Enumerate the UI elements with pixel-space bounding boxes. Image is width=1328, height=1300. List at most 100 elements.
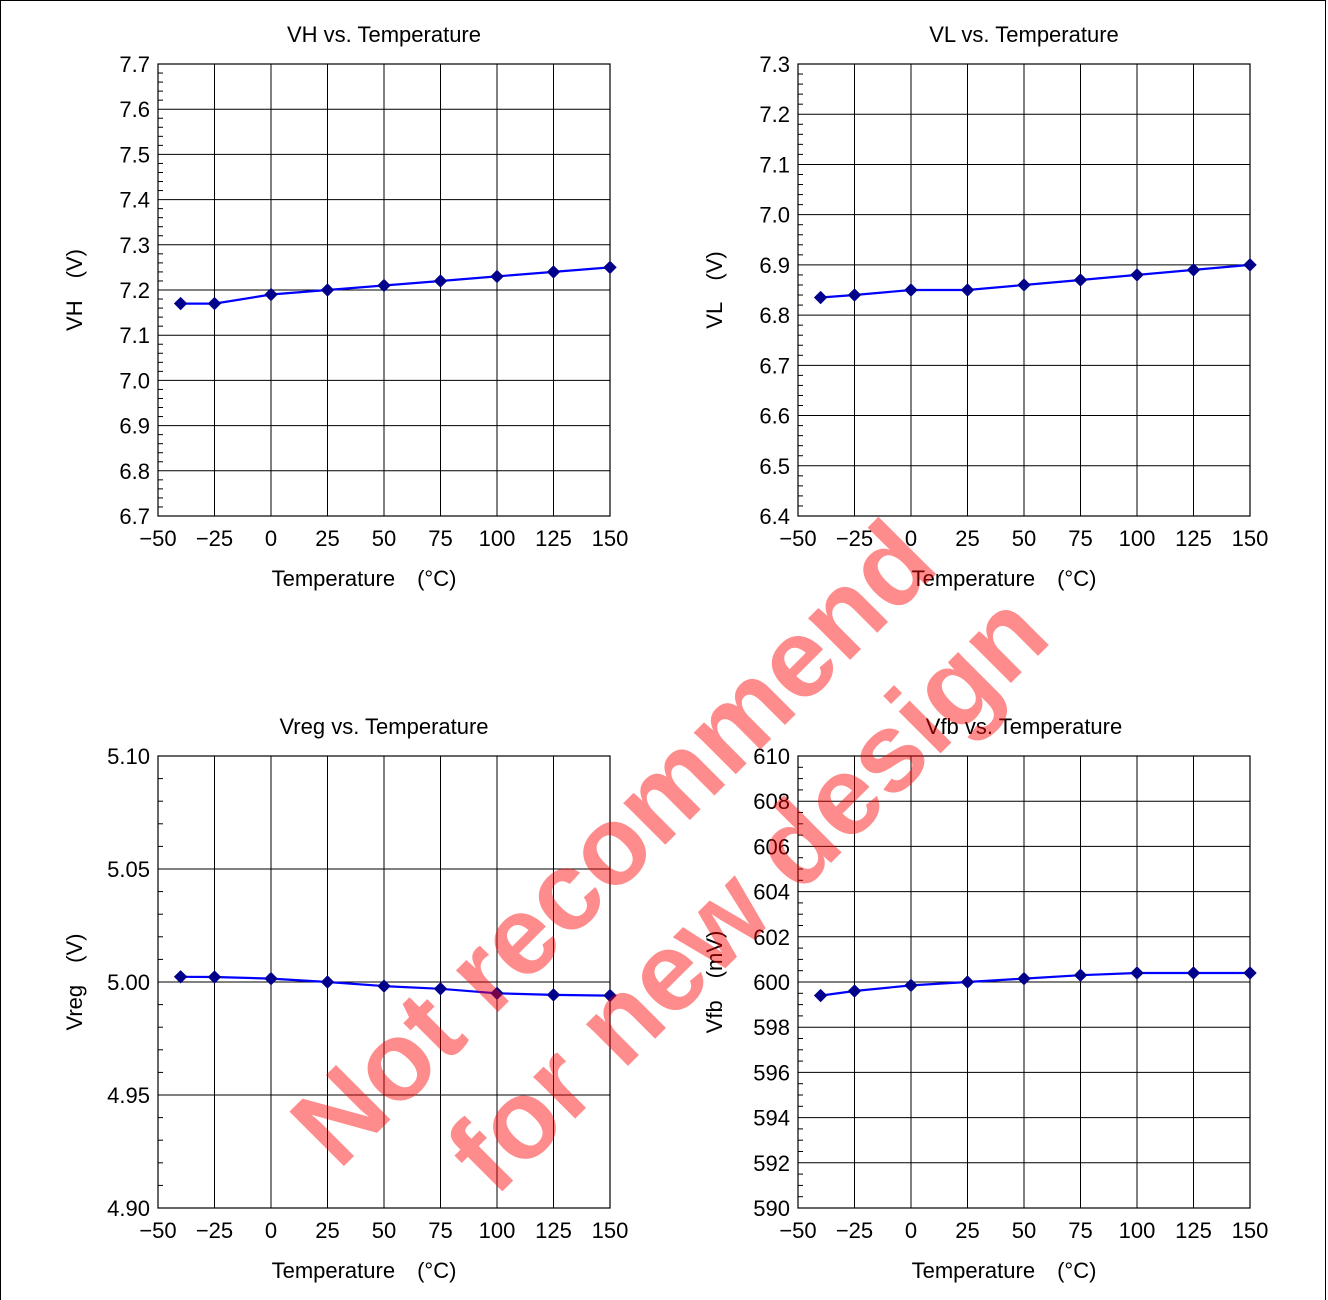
vfb-x-tick-label: 100 xyxy=(1119,1218,1156,1243)
vl-x-tick-label: 125 xyxy=(1175,526,1212,551)
vfb-x-tick-label: −50 xyxy=(779,1218,816,1243)
vfb-title: Vfb vs. Temperature xyxy=(926,714,1122,739)
vfb-y-tick-label: 606 xyxy=(753,834,790,859)
vfb-data-point xyxy=(1073,968,1088,982)
vreg-data-point xyxy=(173,970,188,984)
vh-data-point xyxy=(433,274,448,288)
vh-x-tick-label: 0 xyxy=(265,526,277,551)
vfb-data-point xyxy=(1130,966,1144,980)
vh-x-tick-label: 25 xyxy=(315,526,339,551)
vreg-x-tick-label: 150 xyxy=(592,1218,629,1243)
vfb-y-tick-label: 610 xyxy=(753,744,790,769)
vh-data-point xyxy=(377,278,391,293)
watermark: Not recommend for new design xyxy=(267,497,1071,1216)
vfb-data-point xyxy=(1186,966,1201,980)
vreg-x-tick-label: 75 xyxy=(428,1218,452,1243)
vl-series-line xyxy=(820,263,1251,299)
vh-x-tick-label: −25 xyxy=(196,526,233,551)
vreg-data-point xyxy=(603,988,617,1003)
vh-y-tick-label: 6.8 xyxy=(119,459,150,484)
vreg-data-point xyxy=(490,986,504,1001)
vreg-x-tick-label: −50 xyxy=(139,1218,176,1243)
vl-y-tick-label: 6.8 xyxy=(759,303,790,328)
vh-y-tick-label: 7.0 xyxy=(119,368,150,393)
vl-data-point xyxy=(1130,268,1144,282)
vreg-x-tick-label: 25 xyxy=(315,1218,339,1243)
vfb-data-point xyxy=(813,988,828,1003)
vh-y-tick-label: 7.1 xyxy=(119,323,150,348)
vfb-x-tick-label: −25 xyxy=(836,1218,873,1243)
vreg-data-point xyxy=(207,970,222,984)
vl-data-point xyxy=(1243,258,1257,272)
vh-data-point xyxy=(603,260,617,275)
vfb-y-tick-label: 590 xyxy=(753,1196,790,1221)
vreg-data-point xyxy=(433,982,448,996)
vl-y-tick-label: 7.0 xyxy=(759,203,790,228)
vfb-x-tick-label: 75 xyxy=(1068,1218,1092,1243)
vl-y-tick-label: 6.7 xyxy=(759,353,790,378)
vl-y-tick-label: 6.4 xyxy=(759,504,790,529)
vl-title: VL vs. Temperature xyxy=(929,22,1119,47)
vh-x-tick-label: −50 xyxy=(139,526,176,551)
vl-data-point xyxy=(1186,263,1201,277)
vh-y-tick-label: 7.4 xyxy=(119,188,150,213)
vl-chart: VL vs. Temperature −50 −25 0 25 50 75 100 125 150… xyxy=(702,22,1268,591)
vfb-plot-area xyxy=(797,755,1251,1209)
vh-x-tick-label: 100 xyxy=(479,526,516,551)
vl-x-tick-label: −50 xyxy=(779,526,816,551)
vfb-y-tick-label: 600 xyxy=(753,970,790,995)
vh-data-point xyxy=(207,296,222,311)
vreg-x-axis-label: Temperature (°C) xyxy=(272,1258,457,1283)
vh-y-tick-label: 6.7 xyxy=(119,504,150,529)
vh-x-tick-label: 150 xyxy=(592,526,629,551)
vfb-y-tick-label: 604 xyxy=(753,880,790,905)
vl-x-axis-label: Temperature (°C) xyxy=(912,566,1097,591)
vl-x-tick-label: 25 xyxy=(955,526,979,551)
vreg-data-point xyxy=(377,979,391,993)
vl-data-point xyxy=(960,283,975,297)
vreg-x-tick-label: −25 xyxy=(196,1218,233,1243)
vreg-data-point xyxy=(320,975,335,989)
vfb-x-tick-label: 150 xyxy=(1232,1218,1269,1243)
vreg-title: Vreg vs. Temperature xyxy=(279,714,488,739)
vh-x-tick-label: 125 xyxy=(535,526,572,551)
vl-x-tick-label: 150 xyxy=(1232,526,1269,551)
vl-y-tick-label: 6.9 xyxy=(759,253,790,278)
vh-data-point xyxy=(264,287,278,302)
vreg-data-point xyxy=(264,971,278,986)
vfb-x-tick-label: 25 xyxy=(955,1218,979,1243)
vh-series-line xyxy=(180,266,611,305)
vl-y-tick-label: 6.5 xyxy=(759,454,790,479)
vl-y-tick-label: 7.1 xyxy=(759,152,790,177)
vh-x-tick-label: 75 xyxy=(428,526,452,551)
vh-y-tick-label: 6.9 xyxy=(119,414,150,439)
vl-data-point xyxy=(813,290,828,305)
vfb-x-tick-label: 50 xyxy=(1012,1218,1036,1243)
vfb-x-axis-label: Temperature (°C) xyxy=(912,1258,1097,1283)
vreg-plot-area xyxy=(157,755,611,1209)
vreg-chart: Vreg vs. Temperature −50 −25 0 25 50 75 100 125 1… xyxy=(62,714,628,1283)
vreg-x-tick-label: 50 xyxy=(372,1218,396,1243)
vreg-x-tick-label: 0 xyxy=(265,1218,277,1243)
vl-y-tick-label: 7.3 xyxy=(759,52,790,77)
vfb-y-tick-label: 596 xyxy=(753,1060,790,1085)
vl-x-tick-label: 100 xyxy=(1119,526,1156,551)
vh-data-point xyxy=(546,265,561,279)
vreg-y-tick-label: 4.90 xyxy=(107,1196,150,1221)
vl-x-tick-label: −25 xyxy=(836,526,873,551)
vh-y-tick-label: 7.7 xyxy=(119,52,150,77)
vreg-y-tick-label: 5.05 xyxy=(107,857,150,882)
vl-x-tick-label: 50 xyxy=(1012,526,1036,551)
vh-x-axis-label: Temperature (°C) xyxy=(272,566,457,591)
vh-data-point xyxy=(320,283,335,297)
vl-y-tick-label: 7.2 xyxy=(759,102,790,127)
vfb-data-point xyxy=(904,978,918,993)
vh-x-tick-label: 50 xyxy=(372,526,396,551)
vreg-x-tick-label: 100 xyxy=(479,1218,516,1243)
vfb-data-point xyxy=(1243,966,1257,980)
vreg-y-tick-label: 4.95 xyxy=(107,1083,150,1108)
vfb-y-tick-label: 598 xyxy=(753,1015,790,1040)
vh-title: VH vs. Temperature xyxy=(287,22,481,47)
vfb-y-tick-label: 594 xyxy=(753,1106,790,1131)
